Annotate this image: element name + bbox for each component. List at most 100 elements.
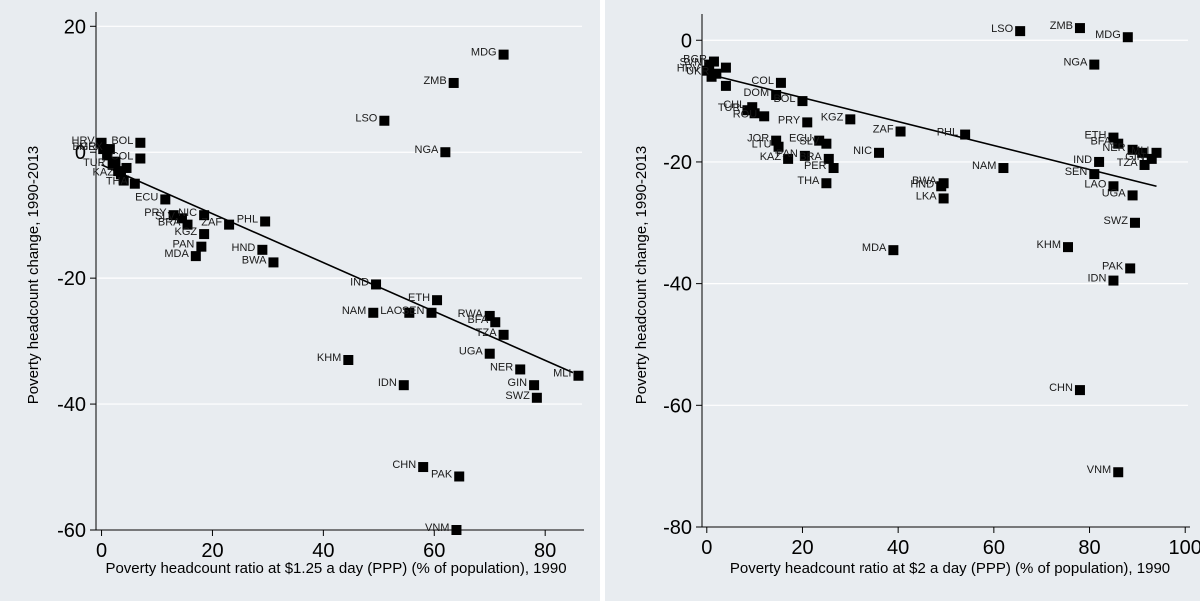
right-fitted-line bbox=[706, 72, 1157, 188]
right-point-dom bbox=[771, 90, 782, 101]
left-point-label-kaz: KAZ bbox=[93, 166, 115, 178]
right-point-mex bbox=[749, 108, 760, 119]
right-point-zaf bbox=[895, 126, 906, 137]
right-point-label-slv: SLV bbox=[799, 136, 820, 148]
right-point-ner bbox=[1127, 144, 1138, 155]
right-point-label-col: COL bbox=[751, 75, 774, 87]
right-point-label-bwa: BWA bbox=[912, 175, 937, 187]
right-point-label-ltu: LTU bbox=[752, 139, 772, 151]
left-point-label-eth: ETH bbox=[408, 292, 430, 304]
right-point-mkd bbox=[720, 80, 731, 91]
right-point-bfa bbox=[1113, 138, 1124, 149]
right-point-label-swz: SWZ bbox=[1104, 215, 1129, 227]
right-x-tick-label-2: 40 bbox=[887, 537, 909, 559]
right-point-label-tha: THA bbox=[797, 175, 820, 187]
left-point-gin bbox=[529, 380, 540, 391]
left-point-dom bbox=[113, 166, 124, 177]
right-point-label-per: PER bbox=[804, 160, 827, 172]
right-scatter-chart: 0 -20 -40 -60 -80 0 20 40 60 80 100 LSO ZMB MDG NGA BG… bbox=[633, 14, 1200, 577]
left-point-label-hnd: HND bbox=[232, 242, 256, 254]
left-point-bwa bbox=[268, 257, 279, 268]
left-point-label-swz: SWZ bbox=[505, 390, 530, 402]
left-x-tick-label-2: 40 bbox=[312, 540, 334, 562]
right-point-label-zaf: ZAF bbox=[873, 124, 894, 136]
right-x-tick-label-1: 20 bbox=[791, 537, 813, 559]
right-point-lao bbox=[1108, 181, 1119, 192]
left-point-vnm bbox=[451, 525, 462, 535]
right-point-label-tur: TUR bbox=[718, 102, 741, 114]
right-point-tza bbox=[1139, 159, 1150, 170]
right-point-khm bbox=[1063, 242, 1073, 253]
right-point-label-mdg: MDG bbox=[1095, 29, 1121, 41]
left-point-bol bbox=[135, 137, 146, 148]
left-point-label-mdg: MDG bbox=[471, 47, 497, 59]
right-point-label-chl: CHL bbox=[723, 99, 745, 111]
right-point-label-dom: DOM bbox=[743, 87, 769, 99]
right-point-rwa bbox=[1137, 147, 1148, 158]
left-point-nam bbox=[368, 307, 379, 318]
right-point-label-lao: LAO bbox=[1084, 178, 1106, 190]
left-point-col bbox=[135, 153, 146, 164]
right-point-label-sen: SEN bbox=[1065, 166, 1088, 178]
right-point-label-svn: SVN bbox=[680, 57, 703, 69]
right-point-label-ukr: UKR bbox=[686, 66, 709, 78]
left-point-lso bbox=[379, 115, 390, 126]
right-point-label-kaz: KAZ bbox=[760, 151, 782, 163]
right-point-nic bbox=[874, 147, 885, 158]
right-x-tick-label-3: 60 bbox=[983, 537, 1005, 559]
left-point-label-lso: LSO bbox=[355, 113, 377, 125]
left-point-label-ind: IND bbox=[350, 276, 369, 288]
left-axes: 20 0 -20 -40 -60 0 20 40 60 80 bbox=[57, 12, 584, 562]
left-point-label-ner: NER bbox=[490, 361, 513, 373]
left-point-label-tur: TUR bbox=[83, 157, 106, 169]
right-point-vnm bbox=[1113, 467, 1124, 478]
right-x-tick-label-0: 0 bbox=[701, 537, 712, 559]
right-point-uga bbox=[1127, 190, 1138, 201]
left-point-mdg bbox=[498, 49, 509, 60]
right-point-ecu bbox=[814, 135, 825, 146]
left-y-tick-label-0: 20 bbox=[64, 16, 86, 38]
left-point-label-pak: PAK bbox=[431, 468, 453, 480]
left-point-ner bbox=[515, 364, 526, 375]
left-point-label-zaf: ZAF bbox=[201, 217, 222, 229]
left-point-nic bbox=[199, 210, 210, 221]
right-point-lso bbox=[1015, 26, 1026, 37]
left-y-axis-label: Poverty headcount change, 1990-2013 bbox=[25, 146, 42, 405]
left-point-jor bbox=[118, 175, 129, 186]
right-points bbox=[701, 23, 1162, 478]
left-point-label-bra: BRA bbox=[158, 217, 181, 229]
right-point-tha bbox=[821, 178, 832, 189]
right-point-label-eth: ETH bbox=[1084, 130, 1106, 142]
left-point-label-bol: BOL bbox=[111, 135, 133, 147]
right-point-label-pak: PAK bbox=[1102, 260, 1124, 272]
left-point-uga bbox=[484, 348, 495, 359]
left-point-label-nga: NGA bbox=[415, 144, 440, 156]
left-point-tza bbox=[498, 329, 509, 340]
right-point-label-tza: TZA bbox=[1117, 157, 1138, 169]
left-point-label-pan: PAN bbox=[173, 239, 195, 251]
left-point-zmb bbox=[448, 77, 459, 88]
left-point-idn bbox=[398, 380, 409, 391]
right-point-label-nic: NIC bbox=[853, 145, 872, 157]
right-point-alb bbox=[720, 62, 731, 73]
right-point-label-bol: BOL bbox=[773, 93, 795, 105]
right-point-pry bbox=[802, 117, 813, 128]
left-point-label-mex: MEX bbox=[79, 141, 104, 153]
left-point-label-uga: UGA bbox=[459, 346, 484, 358]
right-point-label-ner: NER bbox=[1102, 142, 1125, 154]
left-point-label-ecu: ECU bbox=[135, 191, 158, 203]
right-y-tick-label-4: -80 bbox=[663, 517, 692, 539]
right-point-label-rou: ROU bbox=[733, 108, 758, 120]
right-point-kgz bbox=[845, 114, 856, 125]
left-point-nga bbox=[440, 147, 451, 158]
right-point-svn bbox=[704, 59, 715, 70]
right-y-axis-label: Poverty headcount change, 1990-2013 bbox=[633, 146, 650, 405]
right-point-jor bbox=[771, 135, 782, 146]
right-point-idn bbox=[1108, 275, 1119, 286]
left-point-ecu bbox=[160, 194, 171, 205]
left-point-label-zmb: ZMB bbox=[423, 75, 446, 87]
left-point-label-mli: MLI bbox=[553, 368, 571, 380]
right-point-label-ind: IND bbox=[1073, 154, 1092, 166]
